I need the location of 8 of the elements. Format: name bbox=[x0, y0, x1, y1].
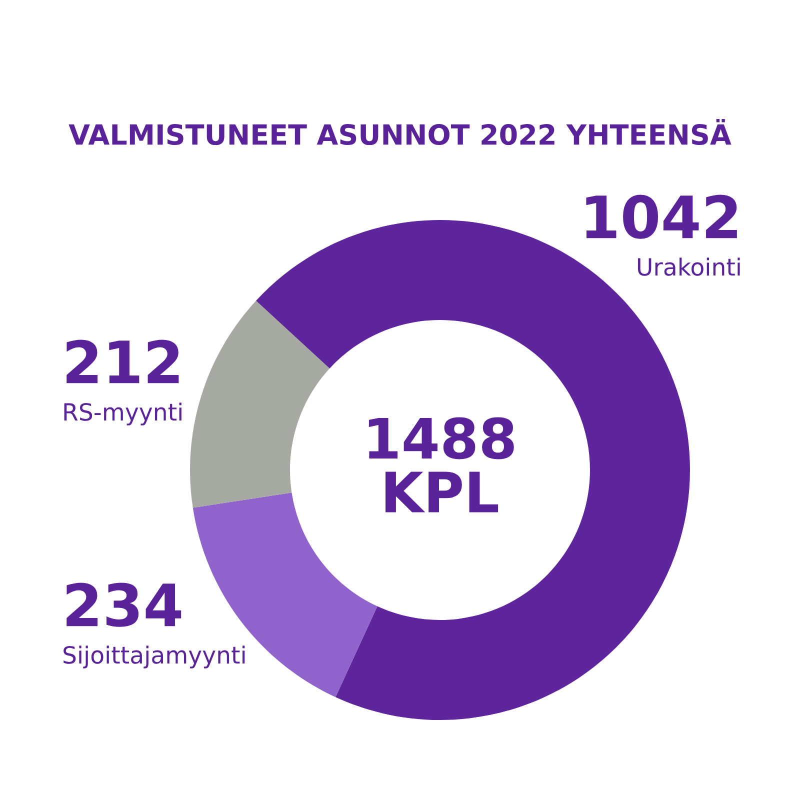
slice-label: RS-myynti bbox=[64, 402, 182, 426]
slice-label: Urakointi bbox=[638, 258, 740, 276]
data-label: 212 bbox=[66, 340, 179, 384]
data-label: 234 bbox=[66, 582, 182, 627]
slice-label: Sijoittajamyynti bbox=[64, 646, 245, 668]
text: 1488 KPL bbox=[368, 417, 514, 512]
data-label: 1042 bbox=[586, 194, 737, 239]
chart-title: VALMISTUNEET ASUNNOT 2022 YHTEENSÄ bbox=[68, 118, 732, 146]
